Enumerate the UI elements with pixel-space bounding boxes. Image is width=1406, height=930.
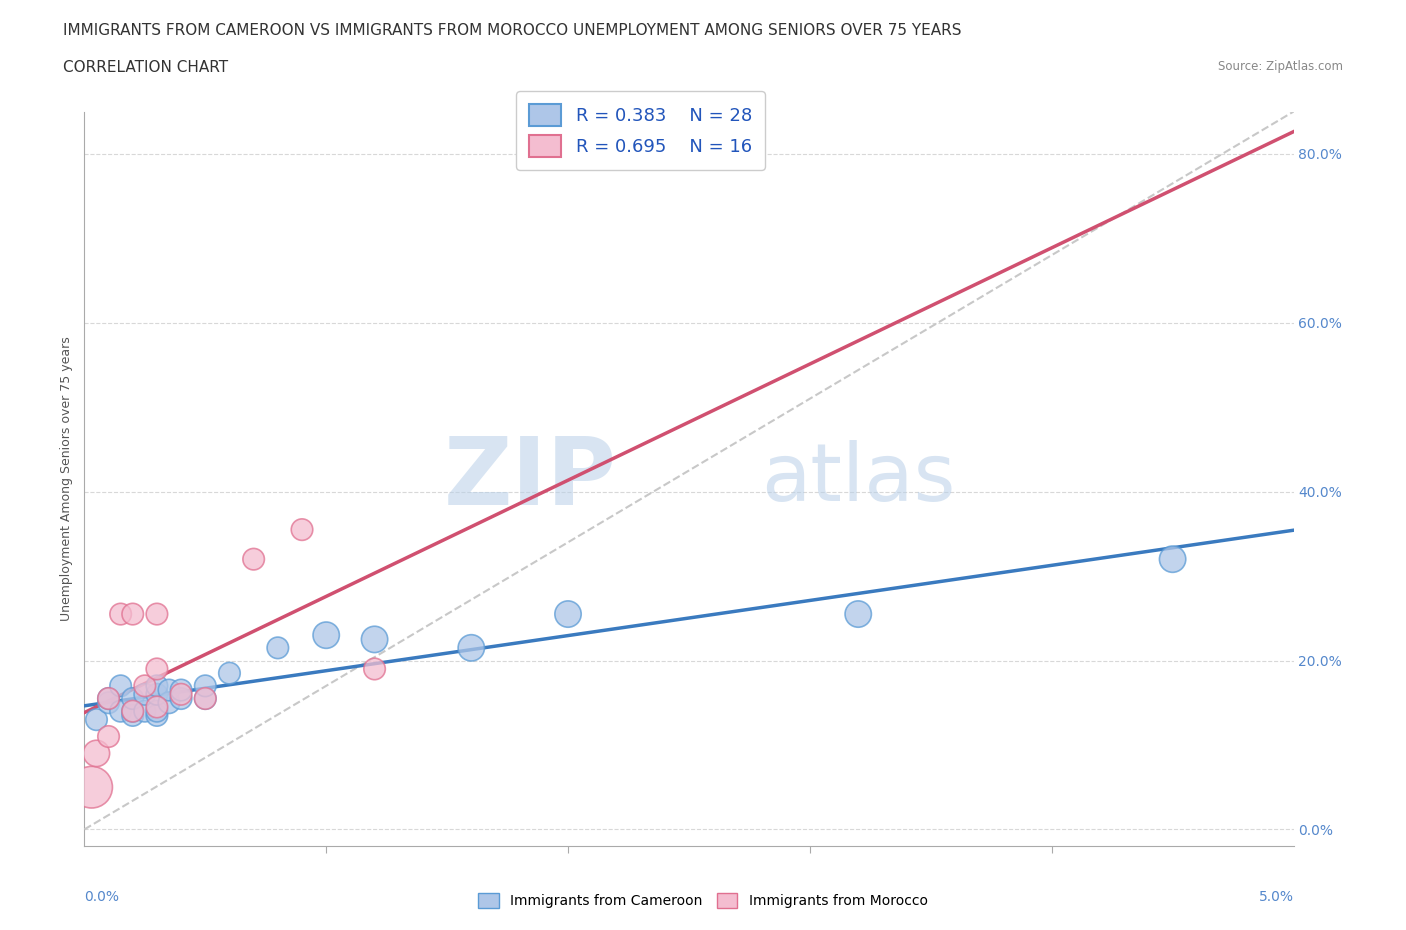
Y-axis label: Unemployment Among Seniors over 75 years: Unemployment Among Seniors over 75 years (60, 337, 73, 621)
Point (363, 661, 385, 676)
Point (146, 678, 169, 693)
Point (170, 687, 193, 702)
Point (121, 691, 143, 706)
Point (80, 779, 103, 794)
Point (146, 606, 169, 621)
Point (157, 683, 180, 698)
Point (146, 661, 169, 676)
Text: CORRELATION CHART: CORRELATION CHART (63, 60, 228, 75)
Point (134, 704, 156, 719)
Point (194, 691, 217, 706)
Text: 5.0%: 5.0% (1258, 890, 1294, 904)
Point (97, 691, 120, 706)
Point (267, 641, 290, 656)
Point (121, 704, 143, 719)
Text: IMMIGRANTS FROM CAMEROON VS IMMIGRANTS FROM MOROCCO UNEMPLOYMENT AMONG SENIORS O: IMMIGRANTS FROM CAMEROON VS IMMIGRANTS F… (63, 23, 962, 38)
Point (110, 606, 132, 621)
Point (121, 704, 143, 719)
Point (1161, 551, 1184, 566)
Point (134, 687, 156, 702)
Point (460, 641, 482, 656)
Text: Source: ZipAtlas.com: Source: ZipAtlas.com (1218, 60, 1343, 73)
Point (157, 696, 180, 711)
Point (121, 606, 143, 621)
Point (86, 746, 108, 761)
Point (291, 522, 314, 537)
Point (242, 551, 264, 566)
Legend: Immigrants from Cameroon, Immigrants from Morocco: Immigrants from Cameroon, Immigrants fro… (472, 888, 934, 914)
Point (363, 632, 385, 647)
Text: ZIP: ZIP (443, 433, 616, 525)
Point (146, 687, 169, 702)
Point (110, 678, 132, 693)
Point (846, 606, 869, 621)
Point (194, 691, 217, 706)
Point (170, 683, 193, 698)
Point (97, 691, 120, 706)
Point (134, 678, 156, 693)
Point (218, 666, 240, 681)
Point (86, 712, 108, 727)
Point (315, 628, 337, 643)
Point (170, 691, 193, 706)
Point (146, 704, 169, 719)
Point (121, 708, 143, 723)
Point (557, 606, 579, 621)
Point (97, 696, 120, 711)
Text: atlas: atlas (762, 440, 956, 518)
Point (97, 729, 120, 744)
Point (146, 708, 169, 723)
Point (194, 678, 217, 693)
Point (146, 699, 169, 714)
Point (110, 704, 132, 719)
Text: 0.0%: 0.0% (84, 890, 120, 904)
Legend: R = 0.383    N = 28, R = 0.695    N = 16: R = 0.383 N = 28, R = 0.695 N = 16 (516, 91, 765, 169)
